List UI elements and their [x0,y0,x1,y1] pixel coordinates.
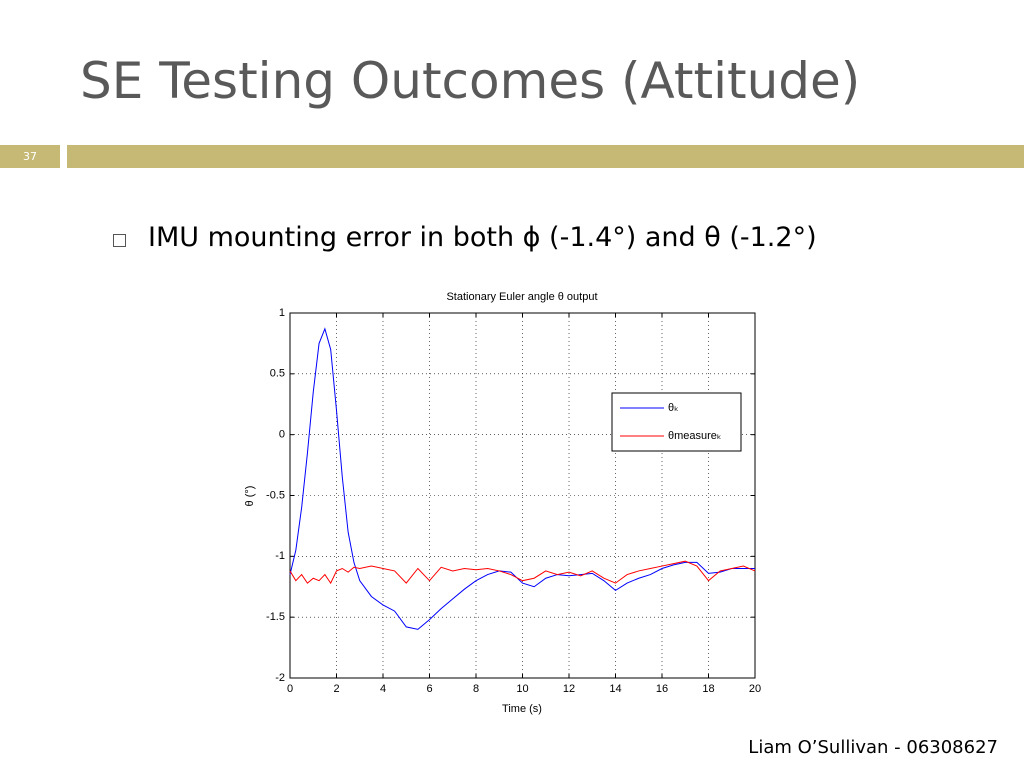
legend-label: θmeasureₖ [668,430,722,442]
slide-number: 37 [0,145,60,168]
x-tick-label: 4 [380,683,386,695]
y-tick-label: 0 [279,429,285,441]
plot-frame [289,312,756,679]
header-bar [67,145,1024,168]
x-tick-label: 0 [287,683,293,695]
x-tick-label: 14 [609,683,621,695]
y-tick-label: -1.5 [266,611,285,623]
legend-box [611,392,742,452]
legend-label: θₖ [668,402,679,414]
x-tick-label: 20 [749,683,761,695]
x-tick-label: 10 [516,683,528,695]
footer: Liam O’Sullivan - 06308627 [748,737,998,758]
series-line [289,327,755,630]
x-tick-label: 12 [563,683,575,695]
chart-title: Stationary Euler angle θ output [446,291,597,303]
series-line [289,560,756,585]
x-tick-label: 2 [333,683,339,695]
x-tick-label: 16 [656,683,668,695]
slide-title: SE Testing Outcomes (Attitude) [80,52,861,110]
bullet-text: IMU mounting error in both ϕ (-1.4°) and… [148,222,817,253]
y-tick-label: -1 [275,550,285,562]
x-tick-label: 6 [426,683,432,695]
y-tick-label: 0.5 [270,368,285,380]
x-tick-label: 18 [702,683,714,695]
bullet-marker [113,234,126,247]
y-tick-label: -2 [275,672,285,684]
x-tick-label: 8 [473,683,479,695]
y-tick-label: 1 [279,307,285,319]
y-axis-label: θ (°) [244,486,256,507]
x-axis-label: Time (s) [502,703,542,715]
y-tick-label: -0.5 [266,489,285,501]
